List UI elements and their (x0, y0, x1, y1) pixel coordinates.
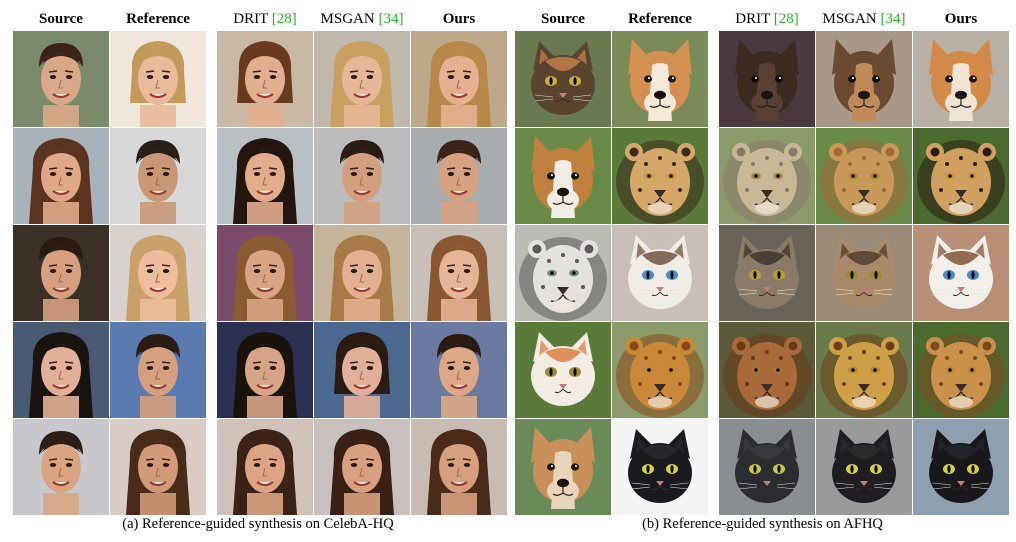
header-reference: Reference (126, 11, 190, 27)
image-r2-source (13, 128, 109, 224)
image-r1-reference (110, 31, 206, 127)
image-r3-ours (411, 225, 507, 321)
header-msgan: MSGAN [34] (822, 11, 906, 27)
header-reference: Reference (628, 11, 692, 27)
image-r3-ours (913, 225, 1009, 321)
image-r4-drit (217, 322, 313, 418)
header-drit: DRIT [28] (233, 11, 297, 27)
image-r1-drit (719, 31, 815, 127)
image-r5-source (13, 419, 109, 515)
image-r5-reference (110, 419, 206, 515)
image-r1-msgan (816, 31, 912, 127)
header-ours: Ours (442, 11, 476, 27)
image-r3-msgan (314, 225, 410, 321)
image-r3-reference (110, 225, 206, 321)
image-r1-ours (913, 31, 1009, 127)
header-source: Source (39, 11, 83, 27)
image-r4-ours (913, 322, 1009, 418)
image-r4-reference (612, 322, 708, 418)
image-r3-source (13, 225, 109, 321)
image-r3-source (515, 225, 611, 321)
image-r1-source (515, 31, 611, 127)
image-r5-msgan (314, 419, 410, 515)
image-r1-msgan (314, 31, 410, 127)
image-r1-reference (612, 31, 708, 127)
image-r1-drit (217, 31, 313, 127)
image-r2-drit (719, 128, 815, 224)
image-r2-source (515, 128, 611, 224)
image-r5-ours (411, 419, 507, 515)
image-r4-msgan (816, 322, 912, 418)
image-r5-ours (913, 419, 1009, 515)
image-r5-drit (217, 419, 313, 515)
image-r3-drit (719, 225, 815, 321)
image-r5-reference (612, 419, 708, 515)
image-r1-source (13, 31, 109, 127)
image-r4-msgan (314, 322, 410, 418)
image-r2-reference (110, 128, 206, 224)
image-r5-msgan (816, 419, 912, 515)
image-r2-reference (612, 128, 708, 224)
image-r4-drit (719, 322, 815, 418)
header-msgan: MSGAN [34] (320, 11, 404, 27)
image-r2-ours (411, 128, 507, 224)
image-r4-source (515, 322, 611, 418)
image-r2-drit (217, 128, 313, 224)
image-r3-drit (217, 225, 313, 321)
image-r3-msgan (816, 225, 912, 321)
image-r4-ours (411, 322, 507, 418)
image-r1-ours (411, 31, 507, 127)
image-r2-msgan (314, 128, 410, 224)
image-r2-msgan (816, 128, 912, 224)
image-r2-ours (913, 128, 1009, 224)
caption-afhq: (b) Reference-guided synthesis on AFHQ (642, 516, 883, 532)
header-source: Source (541, 11, 585, 27)
header-ours: Ours (944, 11, 978, 27)
image-r4-reference (110, 322, 206, 418)
image-r5-source (515, 419, 611, 515)
image-r4-source (13, 322, 109, 418)
caption-celeba: (a) Reference-guided synthesis on CelebA… (122, 516, 394, 532)
image-r5-drit (719, 419, 815, 515)
image-r3-reference (612, 225, 708, 321)
header-drit: DRIT [28] (735, 11, 799, 27)
